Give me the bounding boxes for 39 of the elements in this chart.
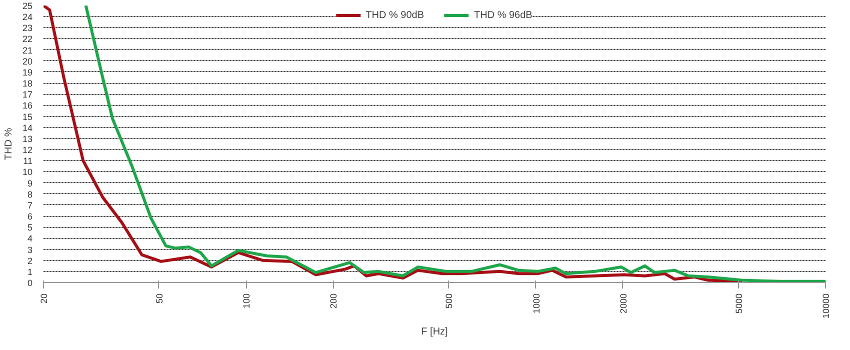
y-tick-label: 25	[22, 1, 33, 11]
y-tick-label: 14	[22, 122, 33, 133]
y-tick-label: 18	[22, 78, 33, 89]
y-tick-label: 2	[27, 256, 33, 266]
y-tick-label: 9	[27, 178, 33, 188]
y-tick-label: 21	[22, 45, 33, 56]
legend-label: THD % 96dB	[474, 10, 532, 20]
y-tick-label: 17	[22, 90, 33, 100]
y-tick-label: 11	[23, 156, 32, 166]
y-tick-label: 0	[27, 278, 33, 288]
y-tick-label: 4	[27, 234, 33, 244]
y-tick-label: 24	[22, 12, 33, 22]
y-tick-label: 8	[27, 189, 33, 200]
y-tick-label: 1	[27, 266, 33, 277]
x-tick-label: 2000	[618, 293, 628, 314]
y-tick-label: 13	[22, 134, 33, 144]
y-axis-title: THD %	[3, 128, 14, 160]
y-tick-label: 22	[22, 34, 33, 44]
x-axis-title: F [Hz]	[421, 326, 448, 338]
y-tick-label: 19	[22, 67, 33, 78]
x-tick-label: 10000	[821, 293, 831, 319]
y-tick-label: 7	[27, 200, 33, 210]
y-tick-label: 5	[27, 222, 33, 233]
x-tick-label: 5000	[734, 293, 744, 314]
x-tick-label: 200	[328, 293, 339, 309]
y-tick-label: 16	[22, 100, 33, 111]
y-tick-label: 15	[22, 112, 33, 122]
x-tick-label: 50	[154, 293, 164, 304]
y-tick-label: 3	[27, 244, 33, 255]
y-tick-label: 6	[27, 212, 33, 222]
x-tick-label: 20	[39, 293, 49, 304]
y-tick-label: 10	[22, 167, 33, 178]
x-tick-label: 1000	[531, 293, 542, 314]
y-tick-label: 23	[22, 23, 33, 34]
x-tick-label: 500	[444, 293, 454, 309]
legend-label: THD % 90dB	[366, 10, 424, 20]
y-tick-label: 20	[22, 56, 33, 66]
x-tick-label: 100	[242, 293, 252, 309]
y-tick-label: 12	[22, 145, 33, 156]
